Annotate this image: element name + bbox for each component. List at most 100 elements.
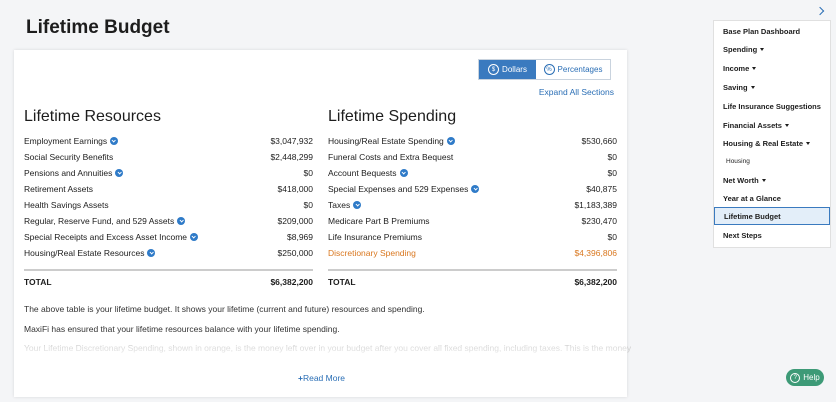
row-label: Housing/Real Estate Resources [24,248,156,258]
row-value: $209,000 [277,216,313,226]
row-label-text: Retirement Assets [24,184,93,194]
nav-item[interactable]: Next Steps [714,226,830,244]
row-value: $0 [303,168,313,178]
total-value: $6,382,200 [270,277,313,287]
nav-label: Year at a Glance [723,193,781,203]
total-rule [328,269,617,271]
nav-caret [761,178,766,182]
nav-label: Net Worth [723,175,759,185]
row-label: Health Savings Assets [24,200,109,210]
budget-row: Housing/Real Estate Resources $250,000 [24,245,313,261]
row-label: Taxes [328,200,362,210]
nav-item[interactable]: Base Plan Dashboard [714,22,830,40]
budget-row: Health Savings Assets $0 [24,197,313,213]
paragraph: MaxiFi has ensured that your lifetime re… [24,324,340,334]
nav-item[interactable]: Life Insurance Suggestions [714,97,830,115]
nav-item[interactable]: Financial Assets [714,116,830,134]
nav-item[interactable]: Income [714,59,830,77]
nav-item[interactable]: Housing [714,152,830,170]
expand-icon[interactable] [399,169,408,177]
row-label: Pensions and Annuities [24,168,124,178]
total-rule [24,269,313,271]
paragraph: The above table is your lifetime budget.… [24,304,425,314]
expand-icon[interactable] [115,169,124,177]
budget-row: Social Security Benefits $2,448,299 [24,149,313,165]
row-label: Retirement Assets [24,184,93,194]
budget-row: Account Bequests $0 [328,165,617,181]
budget-row: Life Insurance Premiums $0 [328,229,617,245]
nav-caret [750,85,755,89]
budget-row: Special Expenses and 529 Expenses $40,875 [328,181,617,197]
expand-icon[interactable] [190,233,198,241]
nav-item[interactable]: Lifetime Budget [714,207,830,225]
row-label-text: Social Security Benefits [24,152,114,162]
row-value: $418,000 [277,184,313,194]
nav-item[interactable]: Housing & Real Estate [714,134,830,152]
row-value: $0 [303,200,313,210]
nav-item[interactable]: Year at a Glance [714,189,830,207]
collapse-chevron[interactable] [815,6,825,16]
row-label-text: Regular, Reserve Fund, and 529 Assets [24,216,175,226]
nav-label: Life Insurance Suggestions [723,101,821,111]
row-label: Special Receipts and Excess Asset Income [24,232,198,242]
toggle-icon: % [543,64,555,75]
expand-icon[interactable] [110,137,119,145]
row-label: Special Expenses and 529 Expenses [328,184,480,194]
row-label: Social Security Benefits [24,152,113,162]
expand-icon[interactable] [353,201,362,209]
nav-item[interactable]: Saving [714,78,830,96]
budget-row: Retirement Assets $418,000 [24,181,313,197]
row-label-text: Housing/Real Estate Resources [24,248,145,258]
total-row: TOTAL $6,382,200 [24,274,313,290]
expand-icon[interactable] [147,249,156,257]
nav-label: Financial Assets [723,120,782,130]
expand-icon[interactable] [471,185,480,193]
row-label-text: Medicare Part B Premiums [328,216,430,226]
budget-row: Taxes $1,183,389 [328,197,617,213]
row-label: Housing/Real Estate Spending [328,136,455,146]
side-nav: Base Plan Dashboard Spending Income Saving L… [713,20,831,248]
total-label: TOTAL [328,277,356,287]
section-heading: Lifetime Resources [24,108,161,125]
budget-row: Discretionary Spending $4,396,806 [328,245,617,261]
budget-row: Medicare Part B Premiums $230,470 [328,213,617,229]
nav-item[interactable]: Spending [714,40,830,58]
nav-label: Saving [723,82,748,92]
nav-label: Housing [726,157,750,165]
budget-row: Funeral Costs and Extra Bequest $0 [328,149,617,165]
help-text: Help [803,373,820,382]
toggle-label: Percentages [557,65,603,74]
row-label: Life Insurance Premiums [328,232,422,242]
row-label-text: Special Expenses and 529 Expenses [328,184,469,194]
expand-icon[interactable] [446,137,455,145]
nav-caret [760,47,765,51]
help-icon: ? [790,372,801,383]
row-label: Medicare Part B Premiums [328,216,430,226]
nav-label: Lifetime Budget [724,211,781,221]
row-label-text: Taxes [328,200,351,210]
nav-item[interactable]: Net Worth [714,171,830,189]
expand-all-link[interactable]: Expand All Sections [538,87,614,97]
budget-card [14,50,627,397]
read-more-link[interactable]: +Read More [298,373,345,383]
page-title: Lifetime Budget [26,17,170,38]
row-label: Regular, Reserve Fund, and 529 Assets [24,216,186,226]
nav-caret [752,66,757,70]
nav-label: Base Plan Dashboard [723,26,801,36]
toggle-option[interactable]: $ Dollars [479,60,536,79]
row-value: $0 [607,168,617,178]
budget-row: Special Receipts and Excess Asset Income… [24,229,313,245]
row-value: $1,183,389 [574,200,617,210]
total-value: $6,382,200 [574,277,617,287]
toggle-option[interactable]: % Percentages [536,60,610,79]
budget-row: Housing/Real Estate Spending $530,660 [328,133,617,149]
expand-icon[interactable] [177,217,186,225]
nav-label: Income [723,63,750,73]
row-value: $3,047,932 [270,136,313,146]
budget-row: Employment Earnings $3,047,932 [24,133,313,149]
nav-caret [784,123,789,127]
budget-row: Regular, Reserve Fund, and 529 Assets $20… [24,213,313,229]
plus-icon: + [298,373,303,383]
help-button[interactable]: ? Help [786,369,824,386]
